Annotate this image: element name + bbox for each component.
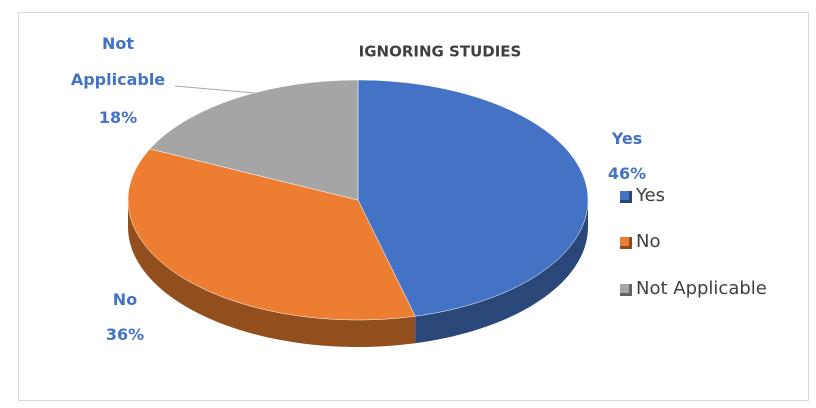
- slice: [149, 79, 359, 201]
- legend-label: Yes: [636, 185, 666, 206]
- data-label-value: 18%: [98, 108, 138, 127]
- legend-label: Not Applicable: [636, 278, 767, 299]
- slice: [357, 79, 589, 317]
- legend-swatch: [620, 191, 632, 203]
- data-label-value: 36%: [105, 325, 145, 344]
- data-label-name: Not Applicable: [70, 34, 166, 89]
- data-label-name: Yes: [611, 129, 643, 148]
- leader-line: [174, 85, 256, 94]
- data-label-value: 46%: [607, 164, 647, 183]
- legend-swatch: [620, 284, 632, 296]
- chart-title: IGNORING STUDIES: [359, 43, 522, 61]
- slice-side: [415, 200, 588, 344]
- legend-swatch: [620, 237, 632, 249]
- slice-side: [128, 200, 416, 347]
- slice: [127, 148, 416, 321]
- data-label-name: No: [112, 290, 138, 309]
- legend-label: No: [636, 231, 661, 252]
